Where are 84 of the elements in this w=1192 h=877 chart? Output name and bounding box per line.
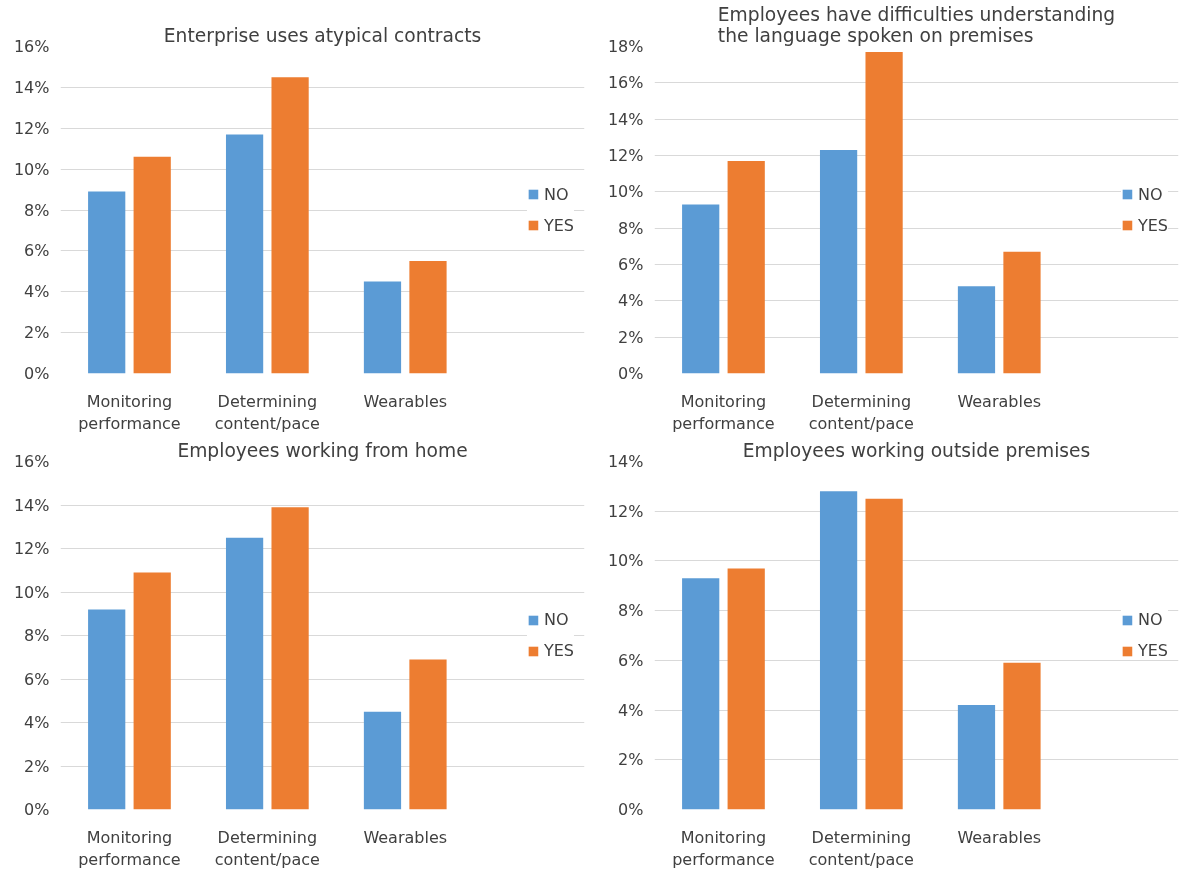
y-tick-label: 8% <box>24 626 50 645</box>
y-tick-label: 10% <box>13 582 50 602</box>
y-tick-label: 2% <box>618 327 644 347</box>
y-tick-label: 0% <box>618 800 644 819</box>
y-tick-label: 16% <box>13 37 50 56</box>
x-tick-label: Monitoring performance <box>78 391 181 434</box>
bar <box>133 156 171 374</box>
y-tick-label: 14% <box>607 109 644 129</box>
bar <box>271 77 309 374</box>
bar <box>865 51 903 374</box>
legend-label: NO <box>543 184 569 204</box>
legend-label: YES <box>1137 215 1168 235</box>
bar <box>957 286 996 374</box>
y-tick-label: 14% <box>607 452 644 471</box>
y-tick-label: 6% <box>618 650 644 670</box>
bar <box>363 281 402 374</box>
x-tick-label: Monitoring performance <box>672 827 775 870</box>
y-tick-label: 12% <box>13 118 50 138</box>
legend-label: YES <box>543 641 574 660</box>
bar <box>271 507 309 810</box>
bar <box>409 659 447 810</box>
bar <box>1003 662 1041 810</box>
y-tick-label: 12% <box>13 539 50 558</box>
y-tick-label: 6% <box>618 255 644 274</box>
bar <box>727 160 765 374</box>
x-tick-label: Determining content/pace <box>808 391 914 434</box>
y-tick-label: 4% <box>24 713 50 732</box>
x-tick-label: Determining content/pace <box>214 391 320 434</box>
y-tick-label: 10% <box>607 182 644 202</box>
y-tick-label: 4% <box>618 700 644 720</box>
y-tick-label: 14% <box>13 77 50 97</box>
y-tick-label: 16% <box>13 452 50 471</box>
chart-title: Enterprise uses atypical contracts <box>163 24 482 46</box>
bar <box>957 705 996 810</box>
y-tick-label: 0% <box>24 800 50 819</box>
bar <box>819 150 858 374</box>
bar <box>727 568 765 810</box>
y-tick-label: 6% <box>24 669 50 689</box>
legend-label: NO <box>543 610 569 629</box>
bar <box>225 134 264 374</box>
bar <box>363 711 402 810</box>
chart-title: Employees have difficulties understanding the language spoken on premises <box>717 3 1116 46</box>
x-tick-label: Monitoring performance <box>78 827 181 870</box>
y-tick-label: 4% <box>24 282 50 302</box>
bar <box>88 191 126 374</box>
y-tick-label: 16% <box>607 73 644 93</box>
bar <box>409 261 447 374</box>
x-tick-label: Wearables <box>363 391 448 411</box>
chart-title: Employees working outside premises <box>742 439 1091 461</box>
y-tick-label: 10% <box>607 551 644 571</box>
bar <box>682 578 720 810</box>
y-tick-label: 14% <box>13 495 50 515</box>
legend-label: NO <box>1137 610 1163 629</box>
y-tick-label: 8% <box>24 200 50 220</box>
y-tick-label: 18% <box>607 37 644 56</box>
bar <box>1003 251 1041 374</box>
y-tick-label: 8% <box>618 218 644 238</box>
bar <box>88 609 126 810</box>
y-tick-label: 0% <box>618 364 644 383</box>
bar <box>682 204 720 374</box>
y-tick-label: 8% <box>618 601 644 621</box>
bar <box>133 572 171 810</box>
bar <box>225 537 264 810</box>
x-tick-label: Monitoring performance <box>672 391 775 434</box>
legend-label: YES <box>1137 641 1168 660</box>
y-tick-label: 2% <box>618 750 644 770</box>
y-tick-label: 2% <box>24 756 50 776</box>
bar <box>865 498 903 810</box>
chart-title: Employees working from home <box>177 439 468 461</box>
y-tick-label: 0% <box>24 364 50 383</box>
bar <box>819 491 858 810</box>
y-tick-label: 12% <box>607 146 644 165</box>
y-tick-label: 6% <box>24 241 50 261</box>
y-tick-label: 10% <box>13 159 50 179</box>
x-tick-label: Wearables <box>957 391 1042 411</box>
x-tick-label: Wearables <box>363 827 448 847</box>
x-tick-label: Wearables <box>957 827 1042 847</box>
y-tick-label: 12% <box>607 501 644 521</box>
x-tick-label: Determining content/pace <box>808 827 914 870</box>
y-tick-label: 2% <box>24 323 50 343</box>
legend-label: YES <box>543 215 574 235</box>
y-tick-label: 4% <box>618 291 644 311</box>
x-tick-label: Determining content/pace <box>214 827 320 870</box>
legend-label: NO <box>1137 184 1163 204</box>
